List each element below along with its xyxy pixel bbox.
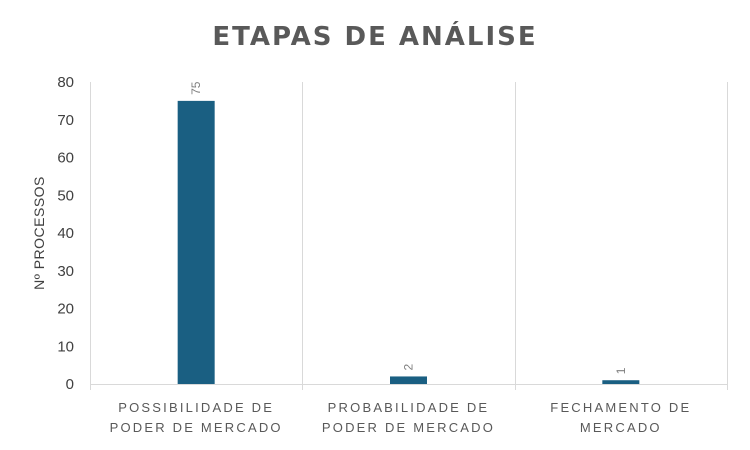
y-axis-label: Nº PROCESSOS	[31, 176, 47, 290]
y-tick-label: 10	[57, 338, 74, 355]
y-tick-label: 40	[57, 225, 74, 242]
x-tick-label: POSSIBILIDADE DE	[118, 400, 274, 415]
data-label: 2	[402, 363, 416, 370]
y-tick-label: 0	[66, 376, 74, 393]
y-tick-label: 70	[57, 112, 74, 129]
x-tick-label: PODER DE MERCADO	[110, 420, 283, 435]
x-tick-label: FECHAMENTO DE	[550, 400, 691, 415]
y-tick-label: 20	[57, 301, 74, 318]
chart-title: ETAPAS DE ANÁLISE	[212, 20, 537, 52]
x-tick-label: PODER DE MERCADO	[322, 420, 495, 435]
bar	[602, 380, 640, 384]
y-tick-label: 60	[57, 150, 74, 167]
y-tick-label: 50	[57, 187, 74, 204]
data-label: 1	[614, 367, 628, 374]
y-axis-ticks: 0 10 20 30 40 50 60 70 80	[57, 74, 74, 393]
x-tick-label: PROBABILIDADE DE	[328, 400, 490, 415]
y-tick-label: 80	[57, 74, 74, 91]
bar	[390, 376, 427, 384]
data-labels: 75 2 1	[189, 81, 628, 374]
y-tick-label: 30	[57, 263, 74, 280]
category-separators	[90, 82, 728, 390]
x-axis-ticks: POSSIBILIDADE DE PODER DE MERCADO PROBABIL…	[110, 400, 691, 435]
x-tick-label: MERCADO	[580, 420, 662, 435]
bar	[177, 100, 215, 384]
data-label: 75	[189, 81, 203, 95]
bars	[177, 100, 640, 384]
